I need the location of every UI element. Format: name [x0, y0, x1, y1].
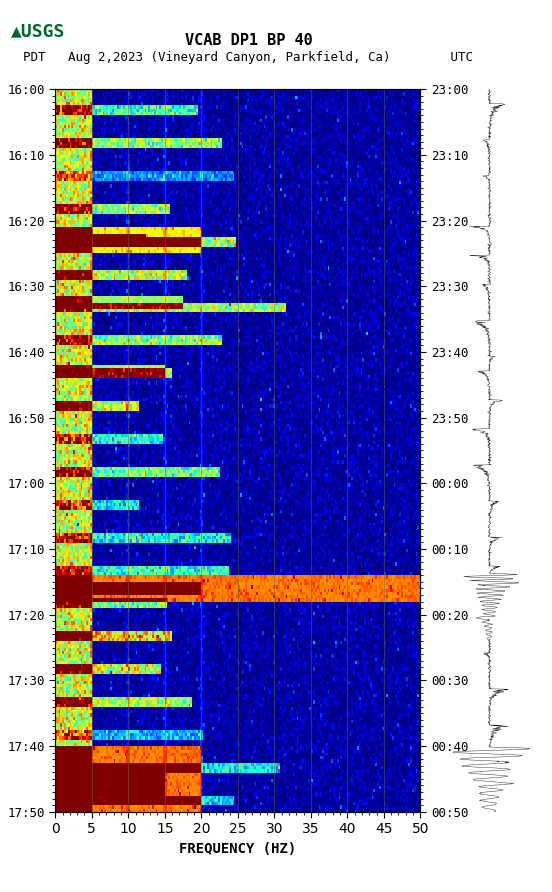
X-axis label: FREQUENCY (HZ): FREQUENCY (HZ) [179, 842, 296, 855]
Text: PDT   Aug 2,2023 (Vineyard Canyon, Parkfield, Ca)        UTC: PDT Aug 2,2023 (Vineyard Canyon, Parkfie… [23, 52, 474, 64]
Text: ▲USGS: ▲USGS [11, 22, 66, 40]
Text: VCAB DP1 BP 40: VCAB DP1 BP 40 [184, 33, 312, 47]
